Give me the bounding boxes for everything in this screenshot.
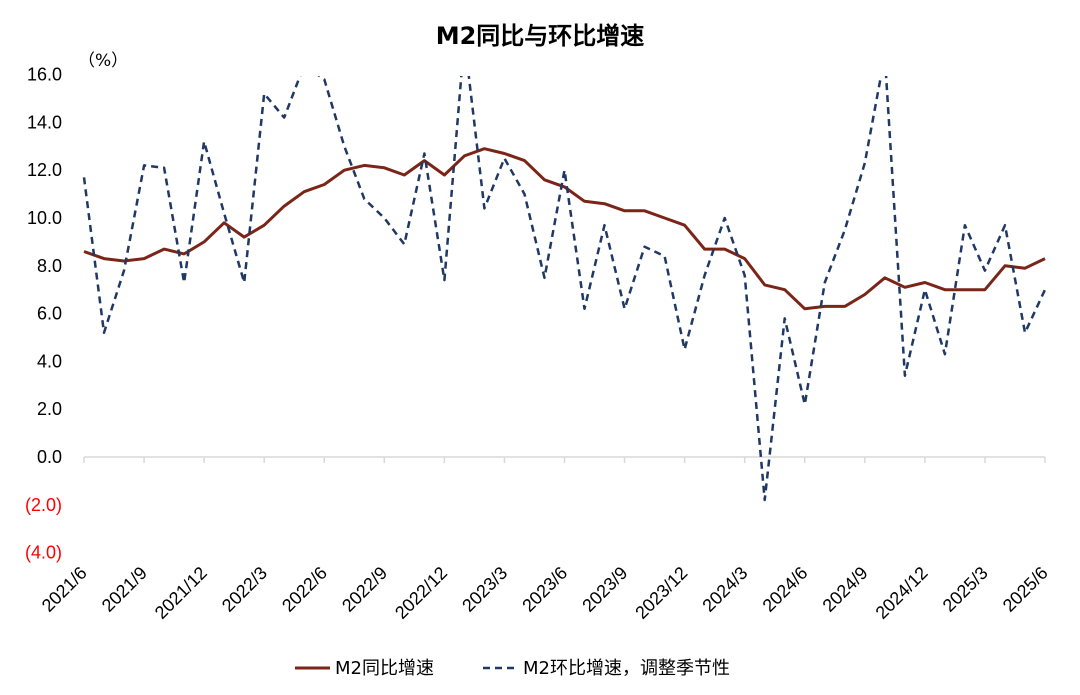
x-tick-label: 2024/6 bbox=[759, 563, 812, 616]
x-tick-label: 2024/12 bbox=[872, 563, 932, 623]
y-tick-label: (2.0) bbox=[25, 495, 62, 515]
series-group bbox=[82, 76, 1047, 502]
legend-label-yoy: M2同比增速 bbox=[335, 658, 434, 679]
y-tick-label: 6.0 bbox=[37, 304, 62, 324]
x-tick-label: 2021/6 bbox=[38, 563, 91, 616]
y-tick-label: 2.0 bbox=[37, 399, 62, 419]
x-tick-label: 2024/3 bbox=[698, 563, 751, 616]
x-tick-label: 2025/3 bbox=[939, 563, 992, 616]
chart-title: M2同比与环比增速 bbox=[436, 22, 645, 50]
x-tick-label: 2023/6 bbox=[518, 563, 571, 616]
x-axis-tickmarks bbox=[83, 457, 1046, 463]
series-line-yoy bbox=[83, 147, 1046, 311]
y-tick-label: 4.0 bbox=[37, 351, 62, 371]
y-tick-label: 0.0 bbox=[37, 447, 62, 467]
x-tick-label: 2025/6 bbox=[999, 563, 1052, 616]
x-tick-label: 2021/9 bbox=[98, 563, 151, 616]
y-tick-label: 8.0 bbox=[37, 256, 62, 276]
y-tick-label: 16.0 bbox=[27, 65, 62, 85]
series-line-mom bbox=[82, 76, 1047, 502]
x-axis-tick-labels: 2021/6 2021/9 2021/12 2022/3 2022/6 2022/9 202… bbox=[38, 563, 1052, 623]
x-tick-label: 2022/3 bbox=[218, 563, 271, 616]
x-tick-label: 2021/12 bbox=[151, 563, 211, 623]
x-tick-label: 2022/6 bbox=[278, 563, 331, 616]
x-tick-label: 2023/9 bbox=[578, 563, 631, 616]
x-tick-label: 2023/3 bbox=[458, 563, 511, 616]
y-axis-ticks: 16.0 14.0 12.0 10.0 8.0 6.0 4.0 2.0 0.0 (2.0) (4.0… bbox=[25, 65, 62, 563]
y-unit-label: （%） bbox=[78, 51, 128, 71]
y-tick-label: (4.0) bbox=[25, 543, 62, 563]
x-tick-label: 2022/12 bbox=[391, 563, 451, 623]
y-tick-label: 12.0 bbox=[27, 160, 62, 180]
x-tick-label: 2022/9 bbox=[338, 563, 391, 616]
legend-label-mom: M2环比增速，调整季节性 bbox=[523, 658, 730, 679]
y-tick-label: 10.0 bbox=[27, 208, 62, 228]
x-tick-label: 2024/9 bbox=[819, 563, 872, 616]
x-tick-label: 2023/12 bbox=[631, 563, 691, 623]
legend: M2同比增速 M2环比增速，调整季节性 bbox=[295, 658, 730, 679]
y-tick-label: 14.0 bbox=[27, 112, 62, 132]
